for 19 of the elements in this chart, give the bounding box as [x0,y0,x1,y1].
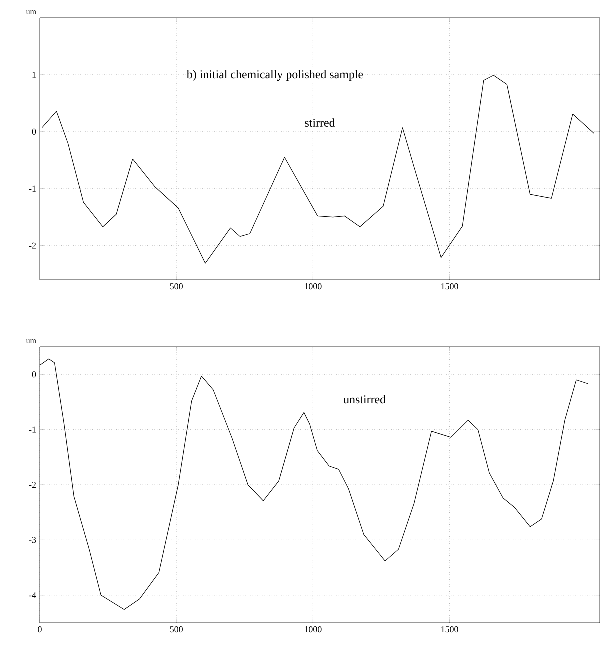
y-tick-label: 1 [32,72,36,78]
y-tick-label: -1 [29,186,36,192]
y-tick-label: -2 [29,482,36,488]
x-tick-label: 1500 [442,284,458,290]
x-tick-label: 1000 [304,284,322,290]
annotation: b) initial chemically polished sample [186,70,364,82]
y-tick-label: -1 [29,426,36,433]
y-tick-label: -4 [29,592,36,598]
annotation: unstirred [344,395,386,404]
x-tick-label: 500 [170,626,183,633]
y-tick-label: -3 [29,537,36,544]
x-tick-label: 500 [170,284,183,290]
y-tick-label: -2 [29,242,36,249]
x-tick-label: 0 [38,626,42,633]
y-tick-label: 0 [32,128,36,135]
annotation: stirred [305,118,336,127]
x-tick-label: 1500 [442,626,458,633]
x-tick-label: 1000 [304,626,322,633]
y-tick-label: 0 [32,372,36,378]
